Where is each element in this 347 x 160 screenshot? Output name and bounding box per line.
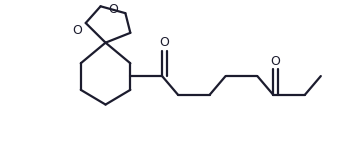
Text: O: O	[72, 24, 82, 37]
Text: O: O	[160, 36, 170, 49]
Text: O: O	[108, 3, 118, 16]
Text: O: O	[271, 55, 281, 68]
